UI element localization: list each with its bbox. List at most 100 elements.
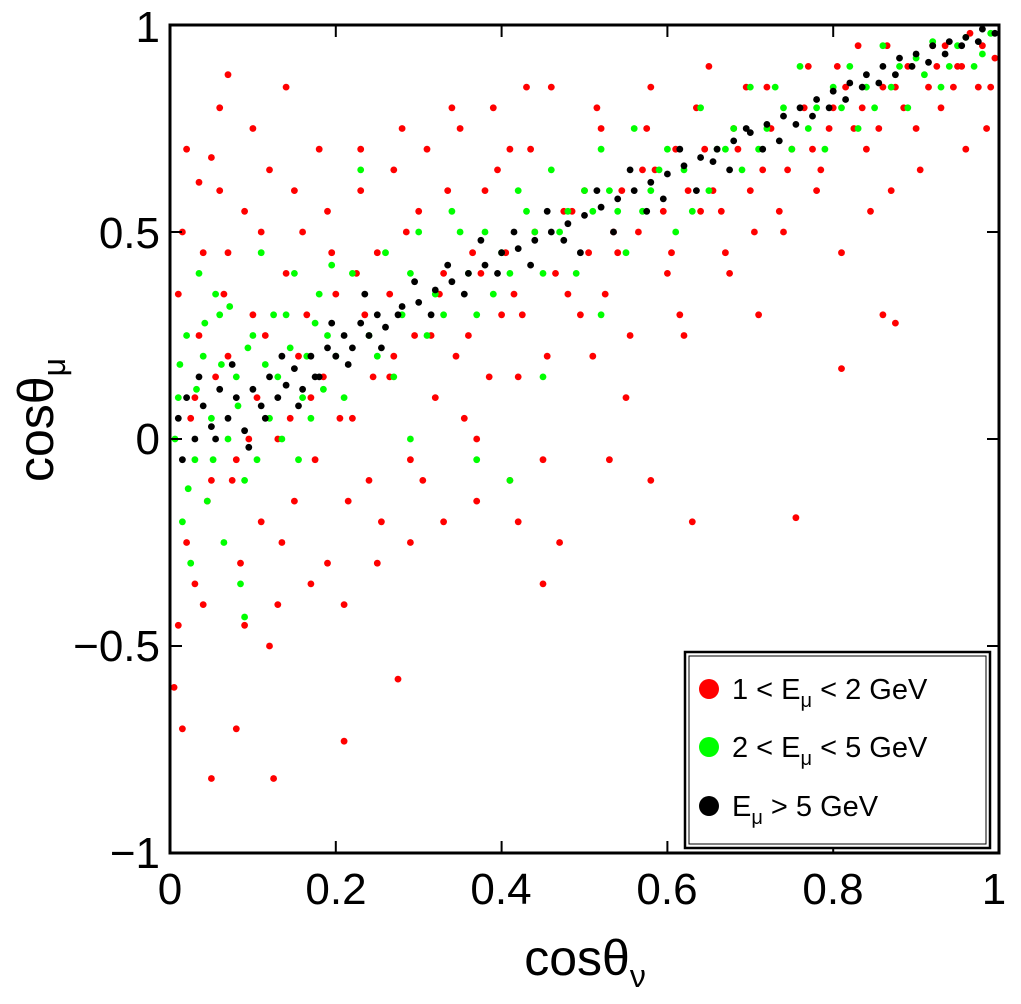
data-point-mid bbox=[357, 166, 365, 174]
data-point-high bbox=[324, 344, 331, 352]
data-point-low bbox=[804, 63, 812, 70]
data-point-high bbox=[261, 414, 269, 422]
data-point-high bbox=[398, 303, 406, 310]
data-point-high bbox=[796, 104, 804, 112]
data-point-low bbox=[485, 373, 493, 381]
data-point-low bbox=[643, 125, 651, 132]
data-point-low bbox=[705, 63, 713, 70]
data-point-low bbox=[199, 601, 207, 608]
data-point-mid bbox=[821, 145, 829, 153]
data-point-mid bbox=[746, 83, 754, 91]
data-point-mid bbox=[241, 477, 249, 484]
data-point-mid bbox=[237, 580, 244, 588]
data-point-low bbox=[659, 207, 667, 215]
data-point-low bbox=[469, 249, 476, 257]
data-point-low bbox=[983, 125, 990, 132]
data-point-high bbox=[775, 137, 783, 145]
data-point-low bbox=[933, 63, 941, 70]
data-point-low bbox=[473, 497, 481, 505]
data-point-low bbox=[863, 145, 870, 153]
data-point-low bbox=[212, 373, 220, 381]
data-point-high bbox=[858, 83, 866, 91]
data-point-mid bbox=[220, 539, 228, 546]
data-point-low bbox=[349, 414, 356, 422]
data-point-low bbox=[303, 311, 311, 319]
data-point-high bbox=[510, 228, 518, 236]
data-point-high bbox=[593, 187, 601, 195]
data-point-low bbox=[220, 290, 228, 298]
data-point-mid bbox=[448, 207, 456, 215]
series-high bbox=[174, 25, 999, 464]
data-point-high bbox=[415, 299, 423, 306]
data-point-high bbox=[825, 104, 833, 112]
data-point-mid bbox=[722, 145, 729, 153]
data-point-high bbox=[448, 278, 456, 286]
data-point-low bbox=[518, 311, 526, 319]
data-point-low bbox=[415, 207, 423, 215]
data-point-low bbox=[324, 559, 331, 567]
data-point-mid bbox=[771, 83, 779, 91]
data-point-low bbox=[825, 125, 833, 132]
y-tick-label: 1 bbox=[136, 3, 160, 52]
data-point-low bbox=[833, 63, 841, 70]
data-point-mid bbox=[407, 435, 414, 443]
data-point-low bbox=[543, 352, 551, 360]
data-point-high bbox=[875, 79, 883, 87]
data-point-mid bbox=[179, 518, 186, 526]
data-point-high bbox=[597, 203, 605, 211]
data-point-mid bbox=[274, 373, 282, 381]
data-point-low bbox=[373, 249, 381, 257]
legend-marker-low bbox=[699, 679, 719, 699]
data-point-high bbox=[713, 145, 721, 153]
data-point-low bbox=[456, 125, 464, 132]
data-point-low bbox=[842, 83, 849, 91]
data-point-low bbox=[489, 104, 497, 112]
data-point-low bbox=[577, 311, 584, 319]
legend: 1 < Eμ < 2 GeV 2 < Eμ < 5 GeV Eμ > 5 GeV bbox=[683, 650, 992, 850]
data-point-mid bbox=[234, 402, 242, 410]
data-point-low bbox=[257, 518, 265, 526]
data-point-mid bbox=[320, 385, 327, 393]
data-point-high bbox=[183, 394, 191, 401]
data-point-high bbox=[328, 319, 336, 327]
data-point-mid bbox=[257, 249, 265, 257]
data-point-mid bbox=[887, 83, 895, 91]
data-point-low bbox=[440, 270, 447, 277]
data-point-low bbox=[941, 42, 949, 50]
data-point-low bbox=[477, 270, 485, 277]
data-point-low bbox=[481, 187, 489, 195]
data-point-low bbox=[514, 373, 522, 381]
data-point-low bbox=[680, 332, 688, 339]
data-point-high bbox=[726, 166, 733, 174]
data-point-high bbox=[365, 332, 373, 339]
data-point-high bbox=[829, 87, 837, 95]
data-point-high bbox=[514, 245, 522, 253]
data-point-mid bbox=[282, 311, 290, 319]
data-point-high bbox=[498, 249, 505, 257]
data-point-high bbox=[659, 195, 667, 203]
data-point-low bbox=[792, 514, 800, 522]
legend-marker-mid bbox=[699, 737, 719, 757]
data-point-low bbox=[647, 83, 655, 91]
data-point-low bbox=[635, 228, 642, 236]
data-point-mid bbox=[187, 559, 195, 567]
data-point-high bbox=[626, 166, 634, 174]
data-point-low bbox=[357, 145, 365, 153]
data-point-low bbox=[179, 725, 186, 733]
data-point-mid bbox=[738, 166, 746, 174]
data-point-mid bbox=[176, 361, 184, 368]
data-point-low bbox=[875, 125, 883, 132]
data-point-high bbox=[945, 38, 953, 45]
data-point-low bbox=[639, 166, 646, 174]
data-point-mid bbox=[349, 270, 356, 277]
data-point-low bbox=[813, 187, 820, 195]
data-point-high bbox=[266, 373, 273, 381]
x-axis-title: cosθν bbox=[524, 930, 646, 994]
data-point-high bbox=[647, 178, 655, 186]
data-point-low bbox=[307, 394, 315, 401]
data-point-high bbox=[974, 38, 982, 45]
data-point-low bbox=[585, 249, 592, 257]
data-point-low bbox=[278, 539, 286, 546]
data-point-high bbox=[257, 402, 265, 410]
data-point-low bbox=[324, 207, 331, 215]
